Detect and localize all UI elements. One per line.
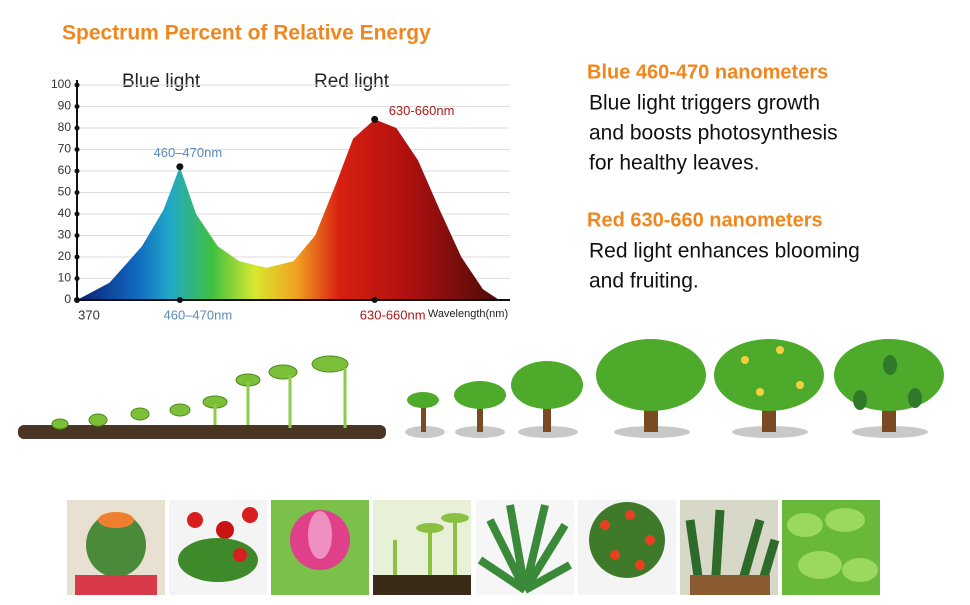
growth-illustration <box>18 339 944 439</box>
y-tick-label: 0 <box>64 292 71 306</box>
y-tick-label: 50 <box>58 185 72 199</box>
y-tick-label: 40 <box>58 206 72 220</box>
plant-thumbnails <box>67 500 880 595</box>
x-tick-label: 370 <box>78 307 100 322</box>
y-tick-label: 10 <box>58 271 72 285</box>
peak-point <box>371 115 379 123</box>
y-tick-label: 30 <box>58 228 72 242</box>
x-tick-label: 460–470nm <box>164 307 233 322</box>
section-heading: Red 630-660 nanometers <box>587 209 823 231</box>
section-text: for healthy leaves. <box>589 152 759 175</box>
region-label: Blue light <box>122 71 201 92</box>
region-label: Red light <box>314 71 390 92</box>
y-tick-label: 100 <box>51 77 71 91</box>
y-tick-label: 20 <box>58 249 72 263</box>
section-heading: Blue 460-470 nanometers <box>587 61 828 83</box>
x-tick-label: 630-660nm <box>360 307 426 322</box>
section-text: Blue light triggers growth <box>589 92 820 115</box>
x-tick-mark <box>74 297 80 303</box>
x-tick-mark <box>176 297 183 303</box>
peak-point <box>176 163 184 171</box>
section-text: Red light enhances blooming <box>589 240 860 263</box>
chart-title: Spectrum Percent of Relative Energy <box>62 22 431 45</box>
y-tick-label: 80 <box>58 120 72 134</box>
y-tick-label: 90 <box>58 99 72 113</box>
y-tick-label: 70 <box>58 142 72 156</box>
section-text: and fruiting. <box>589 270 699 293</box>
peak-annotation: 460–470nm <box>154 145 223 160</box>
peak-annotation: 630-660nm <box>389 103 455 118</box>
y-tick-label: 60 <box>58 163 72 177</box>
x-axis-label: Wavelength(nm) <box>428 308 508 320</box>
section-text: and boosts photosynthesis <box>589 122 838 145</box>
x-tick-mark <box>371 297 378 303</box>
spectrum-area <box>77 119 500 301</box>
